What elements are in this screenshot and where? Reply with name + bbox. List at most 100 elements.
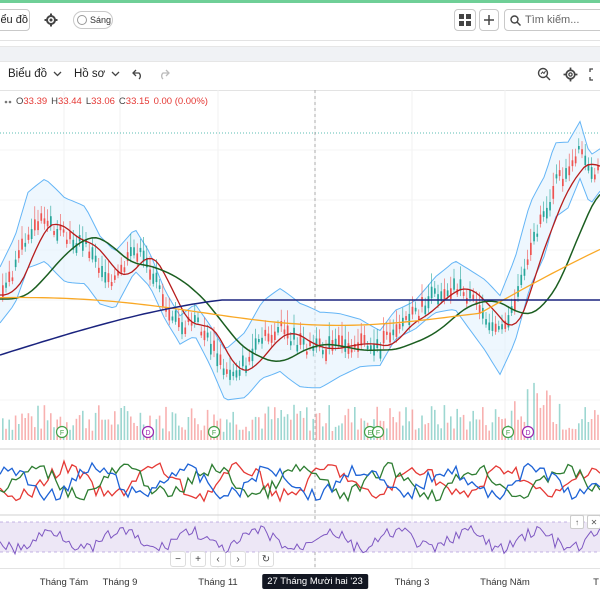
pane-up-button[interactable]: ↑ [570,515,584,529]
volume-bar [98,405,100,440]
ohlc-c-value: 33.15 [125,96,150,107]
theme-toggle[interactable]: Sáng [73,11,113,29]
candle-body [238,369,241,376]
volume-bar [558,403,561,440]
candle-body [21,238,23,250]
candle-body [472,294,475,300]
undo-button[interactable] [132,69,144,80]
candle-body [133,247,135,256]
volume-bar [206,409,209,440]
volume-bar [357,429,359,440]
bollinger-bands [0,120,600,401]
volume-bar [498,416,500,440]
volume-bar [510,410,513,440]
volume-bar [574,429,577,440]
volume-bar [21,413,23,440]
chart-navigation: − + ‹ › ↻ [170,551,274,567]
volume-bar [533,382,535,440]
volume-bar [117,424,119,440]
candle-body [242,355,244,367]
oscillator-line [0,461,600,503]
volume-bar [421,415,423,440]
candle-body [542,211,545,217]
candle-body [197,317,199,322]
candle-body [248,356,251,362]
marker-circle [141,425,155,439]
crosshair-date-label: 27 Tháng Mười hai '23 [262,574,368,589]
xaxis-label: Tháng Năm [480,577,530,588]
gear-button[interactable] [40,9,62,31]
settings-icon [563,67,578,82]
volume-bar [542,405,545,440]
xaxis-label: Tháng 11 [198,577,238,588]
candle-body [581,149,583,155]
reset-button[interactable]: ↻ [258,551,274,567]
zoom-button[interactable] [537,67,551,81]
pane-close-button[interactable]: ✕ [587,515,600,529]
candle-body [53,231,55,235]
candle-body [507,315,510,328]
candle-body [469,290,471,299]
candle-body [8,271,11,282]
candle-body [142,250,145,262]
candle-body [466,297,468,304]
candle-body [482,307,484,319]
candle-body [485,319,487,325]
volume-bar [430,406,433,440]
volume-bar [405,407,407,440]
candle-body [552,186,555,199]
redo-button[interactable] [158,69,170,80]
candle-body [405,316,407,320]
fullscreen-icon [589,68,593,81]
volume-bar [450,416,452,440]
volume-bar [104,419,106,440]
candle-body [213,340,215,351]
candle-body [382,330,385,344]
volume-bar [171,412,174,440]
zoom-out-button[interactable]: − [170,551,186,567]
volume-bar [197,424,199,440]
accent-line [0,0,600,3]
volume-bar [354,407,356,440]
settings-button[interactable] [563,67,578,82]
pane-controls: ↑ ✕ [570,515,600,529]
volume-bar [242,429,244,440]
zoom-icon [537,67,551,81]
zoom-in-button[interactable]: + [190,551,206,567]
volume-bar [130,416,132,440]
layout-grid-button[interactable] [454,9,476,31]
candle-body [555,174,558,179]
volume-bar [427,423,430,440]
candle-body [232,371,235,377]
candle-body [274,331,276,340]
profile-menu[interactable]: Hồ sơ [74,68,120,80]
chart-tab-button[interactable]: iểu đồ [0,9,30,31]
candle-body [459,279,462,291]
chevron-down-icon [111,71,120,77]
volume-bar [472,410,474,440]
volume-bar [482,407,484,440]
volume-bar [408,421,410,440]
volume-bar [437,424,439,440]
search-field[interactable]: Tìm kiếm... [504,9,600,31]
volume-bar [46,420,49,440]
candle-body [130,247,132,257]
candle-body [414,307,417,312]
scroll-left-button[interactable]: ‹ [210,551,226,567]
volume-bar [526,389,529,440]
candle-body [296,344,299,352]
fullscreen-button[interactable] [589,68,600,81]
volume-bar [424,424,426,440]
scroll-right-button[interactable]: › [230,551,246,567]
add-button[interactable] [479,9,499,31]
chart-menu[interactable]: Biểu đồ [8,68,62,80]
volume-bar [120,408,122,440]
moving-averages [0,163,600,371]
volume-bar [174,413,177,440]
candle-body [14,259,17,268]
candle-body [565,168,567,179]
candle-body [184,327,187,334]
volume-bar [446,422,449,440]
candle-body [117,270,119,276]
